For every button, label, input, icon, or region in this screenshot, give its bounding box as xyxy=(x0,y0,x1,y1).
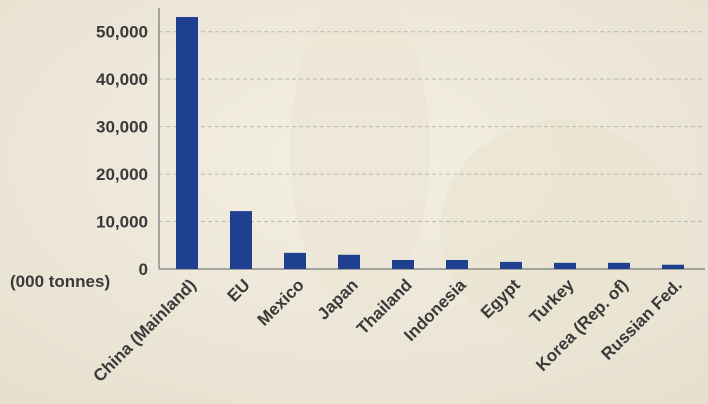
y-tick-label: 40,000 xyxy=(96,70,148,89)
bar xyxy=(554,262,576,269)
bar xyxy=(608,262,630,269)
y-tick-label: 20,000 xyxy=(96,165,148,184)
background-shape xyxy=(290,0,430,310)
y-tick-label: 0 xyxy=(139,260,148,279)
bar xyxy=(338,254,360,269)
bar xyxy=(446,259,468,269)
bar xyxy=(284,252,306,269)
bar xyxy=(500,261,522,269)
y-axis-label: (000 tonnes) xyxy=(10,272,110,291)
y-tick-label: 50,000 xyxy=(96,23,148,42)
bar xyxy=(230,211,252,269)
y-tick-label: 10,000 xyxy=(96,213,148,232)
bar xyxy=(392,259,414,269)
bar xyxy=(176,17,198,270)
bar xyxy=(662,264,684,269)
background-shape xyxy=(440,120,680,340)
y-tick-label: 30,000 xyxy=(96,118,148,137)
